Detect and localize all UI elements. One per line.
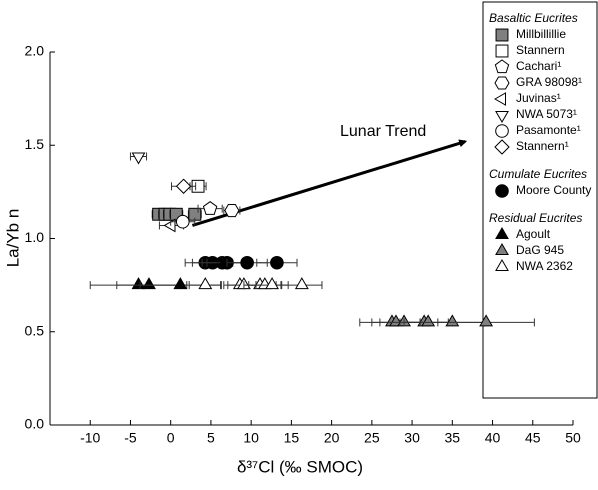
legend-marker — [495, 44, 509, 58]
legend-label: Stannern¹ — [516, 139, 569, 153]
legend-label: Agoult — [516, 227, 551, 241]
legend-marker — [495, 28, 509, 42]
marker — [224, 203, 240, 218]
legend-marker — [494, 76, 510, 90]
x-tick-label: -10 — [80, 430, 100, 446]
y-tick-label: 0.0 — [25, 416, 45, 432]
x-tick-label: 30 — [404, 430, 420, 446]
legend-label: Stannern — [516, 43, 565, 57]
marker — [270, 255, 284, 270]
marker — [479, 314, 494, 327]
x-tick-label: 25 — [364, 430, 380, 446]
legend-label: Moore County — [516, 183, 591, 197]
marker — [131, 152, 146, 165]
y-tick-label: 1.0 — [25, 229, 45, 245]
legend-marker — [495, 226, 509, 239]
legend-label: Millbillillie — [516, 27, 566, 41]
legend-marker — [494, 92, 506, 106]
legend-group-title: Residual Eucrites — [489, 211, 582, 225]
x-tick-label: 20 — [324, 430, 340, 446]
y-tick-label: 2.0 — [25, 43, 45, 59]
x-tick-label: 15 — [284, 430, 300, 446]
legend-marker — [495, 124, 509, 138]
x-tick-label: -5 — [124, 430, 137, 446]
y-tick-label: 1.5 — [25, 136, 45, 152]
x-tick-label: 10 — [243, 430, 259, 446]
y-tick-label: 0.5 — [25, 322, 45, 338]
legend-group-title: Cumulate Eucrites — [489, 167, 587, 181]
marker — [265, 277, 280, 290]
legend-marker — [495, 111, 509, 124]
x-tick-label: 50 — [565, 430, 581, 446]
x-axis-label: δ³⁷Cl (‰ SMOC) — [237, 457, 363, 476]
marker — [131, 277, 146, 290]
y-axis-label: La/Yb n — [3, 209, 22, 268]
legend-label: DaG 945 — [516, 243, 564, 257]
marker — [173, 277, 188, 290]
legend-label: NWA 5073¹ — [516, 107, 577, 121]
legend-group-title: Basaltic Eucrites — [489, 11, 578, 25]
x-tick-label: 5 — [207, 430, 215, 446]
legend-label: GRA 98098¹ — [516, 75, 582, 89]
marker — [198, 277, 213, 290]
marker — [202, 201, 218, 215]
marker — [163, 218, 176, 233]
legend-marker — [495, 242, 509, 255]
legend-marker — [494, 139, 510, 155]
marker — [421, 314, 436, 327]
marker — [240, 255, 254, 270]
x-tick-label: 40 — [485, 430, 501, 446]
marker — [175, 214, 190, 229]
marker — [175, 178, 192, 194]
legend-marker — [495, 184, 509, 198]
legend-marker — [495, 258, 509, 271]
marker — [294, 277, 309, 290]
marker — [445, 314, 460, 327]
marker — [142, 277, 156, 290]
legend-label: Pasamonte¹ — [516, 123, 581, 137]
legend-label: NWA 2362 — [516, 259, 573, 273]
x-tick-label: 35 — [445, 430, 461, 446]
legend-label: Juvinas¹ — [516, 91, 561, 105]
annotation-text: Lunar Trend — [340, 123, 426, 140]
x-tick-label: 0 — [167, 430, 175, 446]
legend-label: Cachari¹ — [516, 59, 561, 73]
legend-marker — [494, 59, 510, 74]
x-tick-label: 45 — [525, 430, 541, 446]
